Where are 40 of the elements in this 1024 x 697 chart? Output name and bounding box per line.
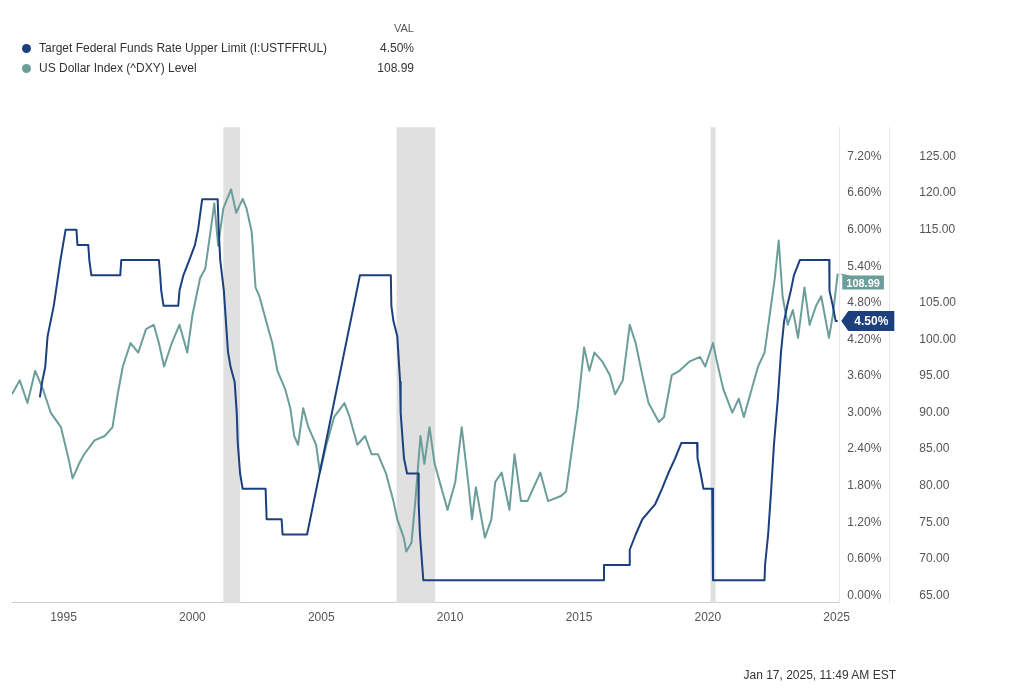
y-tick-label: 2.40% [847, 441, 882, 456]
y-tick-label: 1.80% [847, 478, 882, 493]
x-tick-label: 1995 [50, 610, 78, 625]
y2-tick-label: 95.00 [919, 368, 950, 383]
y2-tick-label: 100.00 [919, 331, 957, 346]
legend-label: US Dollar Index (^DXY) Level [39, 61, 198, 75]
y2-tick-label: 80.00 [919, 478, 950, 493]
x-tick-label: 2020 [694, 610, 722, 625]
y-tick-label: 3.60% [847, 368, 882, 383]
y-tick-label: 1.20% [847, 514, 882, 529]
y-tick-label: 3.00% [847, 404, 882, 419]
y2-tick-label: 90.00 [919, 404, 950, 419]
text: 4.50% [379, 41, 414, 55]
y2-tick-label: 65.00 [919, 587, 950, 602]
text: Jan 17, 2025, 11:49 AM EST [743, 668, 896, 682]
y2-tick-label: 75.00 [919, 514, 950, 529]
legend-label: Target Federal Funds Rate Upper Limit (I:USTFFRUL) [39, 41, 329, 55]
y-tick-label: 0.00% [847, 587, 882, 602]
y-tick-label: 5.40% [847, 258, 882, 273]
y-tick-label: 0.60% [847, 551, 882, 566]
y2-tick-label: 125.00 [919, 148, 957, 163]
y2-tick-label: 85.00 [919, 441, 950, 456]
y-tick-label: 4.20% [847, 331, 882, 346]
y2-tick-label: 115.00 [919, 221, 956, 236]
y-tick-label: 6.00% [847, 221, 882, 236]
y-tick-label: 7.20% [847, 148, 882, 163]
y2-tick-label: 105.00 [919, 295, 957, 310]
x-tick-label: 2010 [436, 610, 464, 625]
data-label: 108.99 [846, 276, 880, 289]
x-tick-label: 2000 [179, 610, 207, 625]
y-tick-label: 6.60% [847, 185, 882, 200]
x-tick-label: 2015 [565, 610, 593, 625]
y-tick-label: 4.80% [847, 295, 882, 310]
text: VAL [394, 22, 414, 36]
text: 108.99 [377, 61, 414, 75]
data-label: 4.50% [854, 314, 889, 329]
y2-tick-label: 70.00 [919, 551, 950, 566]
x-tick-label: 2025 [823, 610, 851, 625]
x-tick-label: 2005 [307, 610, 335, 625]
y2-tick-label: 120.00 [919, 185, 957, 200]
